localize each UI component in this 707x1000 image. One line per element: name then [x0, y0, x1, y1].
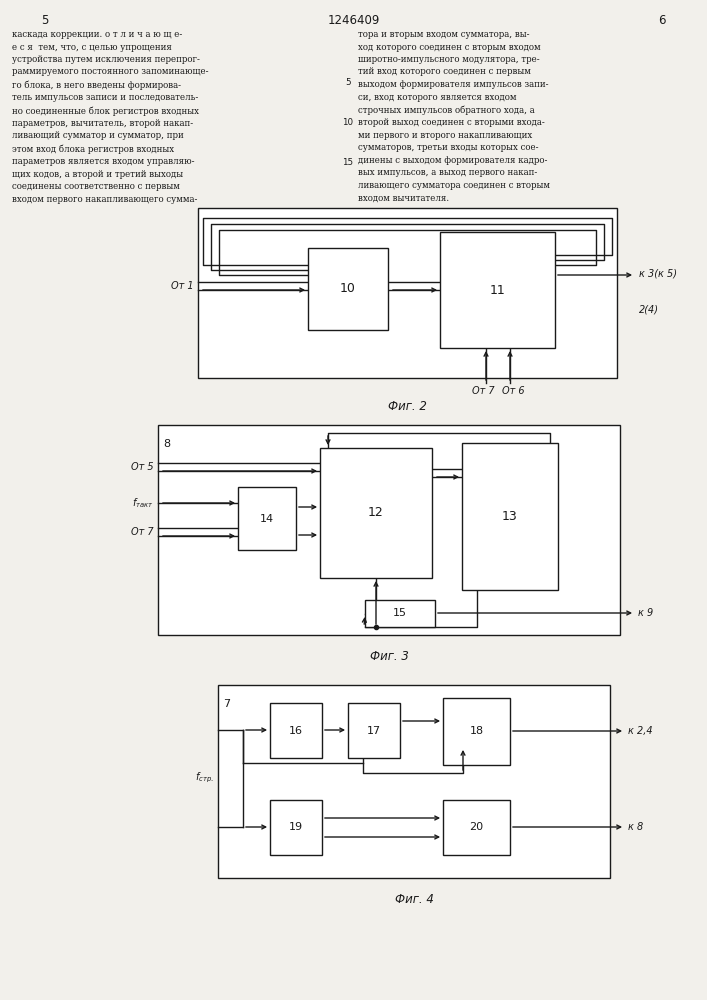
Text: Фиг. 4: Фиг. 4: [395, 893, 433, 906]
Text: 14: 14: [260, 514, 274, 524]
Text: к 2,4: к 2,4: [628, 726, 653, 736]
Bar: [443, 800, 510, 855]
Text: 10: 10: [342, 118, 354, 127]
Text: 11: 11: [490, 284, 506, 296]
Bar: [218, 685, 610, 878]
Bar: [270, 703, 322, 758]
Bar: [365, 600, 435, 627]
Text: 16: 16: [289, 726, 303, 736]
Bar: [462, 443, 558, 590]
Text: к 8: к 8: [628, 822, 643, 832]
Bar: [198, 208, 617, 378]
Text: 5: 5: [345, 78, 351, 87]
Text: к 9: к 9: [638, 608, 653, 618]
Bar: [440, 232, 555, 348]
Text: 7: 7: [223, 699, 230, 709]
Bar: [308, 248, 388, 330]
Text: 20: 20: [469, 822, 484, 832]
Text: 2(4): 2(4): [639, 305, 659, 315]
Text: Фиг. 2: Фиг. 2: [388, 400, 427, 413]
Text: 15: 15: [342, 158, 354, 167]
Text: к 3(к 5): к 3(к 5): [639, 268, 677, 278]
Text: От 7: От 7: [472, 386, 494, 396]
Text: $f_{стр.}$: $f_{стр.}$: [195, 771, 214, 785]
Text: 19: 19: [289, 822, 303, 832]
Text: $f_{такт}$: $f_{такт}$: [132, 496, 154, 510]
Text: 8: 8: [163, 439, 170, 449]
Text: От 7: От 7: [132, 527, 154, 537]
Text: От 1: От 1: [171, 281, 194, 291]
Bar: [348, 703, 400, 758]
Text: 10: 10: [340, 282, 356, 296]
Text: 17: 17: [367, 726, 381, 736]
Bar: [238, 487, 296, 550]
Text: 1246409: 1246409: [328, 14, 380, 27]
Text: тора и вторым входом сумматора, вы-
ход которого соединен с вторым входом
широтн: тора и вторым входом сумматора, вы- ход …: [358, 30, 550, 202]
Text: 12: 12: [368, 506, 384, 520]
Text: 18: 18: [469, 726, 484, 736]
Bar: [320, 448, 432, 578]
Bar: [270, 800, 322, 855]
Text: От 5: От 5: [132, 462, 154, 472]
Text: От 6: От 6: [502, 386, 525, 396]
Text: 13: 13: [502, 510, 518, 523]
Text: 6: 6: [658, 14, 666, 27]
Text: 15: 15: [393, 608, 407, 618]
Text: 5: 5: [41, 14, 49, 27]
Bar: [158, 425, 620, 635]
Text: каскада коррекции. о т л и ч а ю щ е-
е с я  тем, что, с целью упрощения
устройс: каскада коррекции. о т л и ч а ю щ е- е …: [12, 30, 209, 204]
Text: Фиг. 3: Фиг. 3: [370, 650, 409, 663]
Bar: [443, 698, 510, 765]
